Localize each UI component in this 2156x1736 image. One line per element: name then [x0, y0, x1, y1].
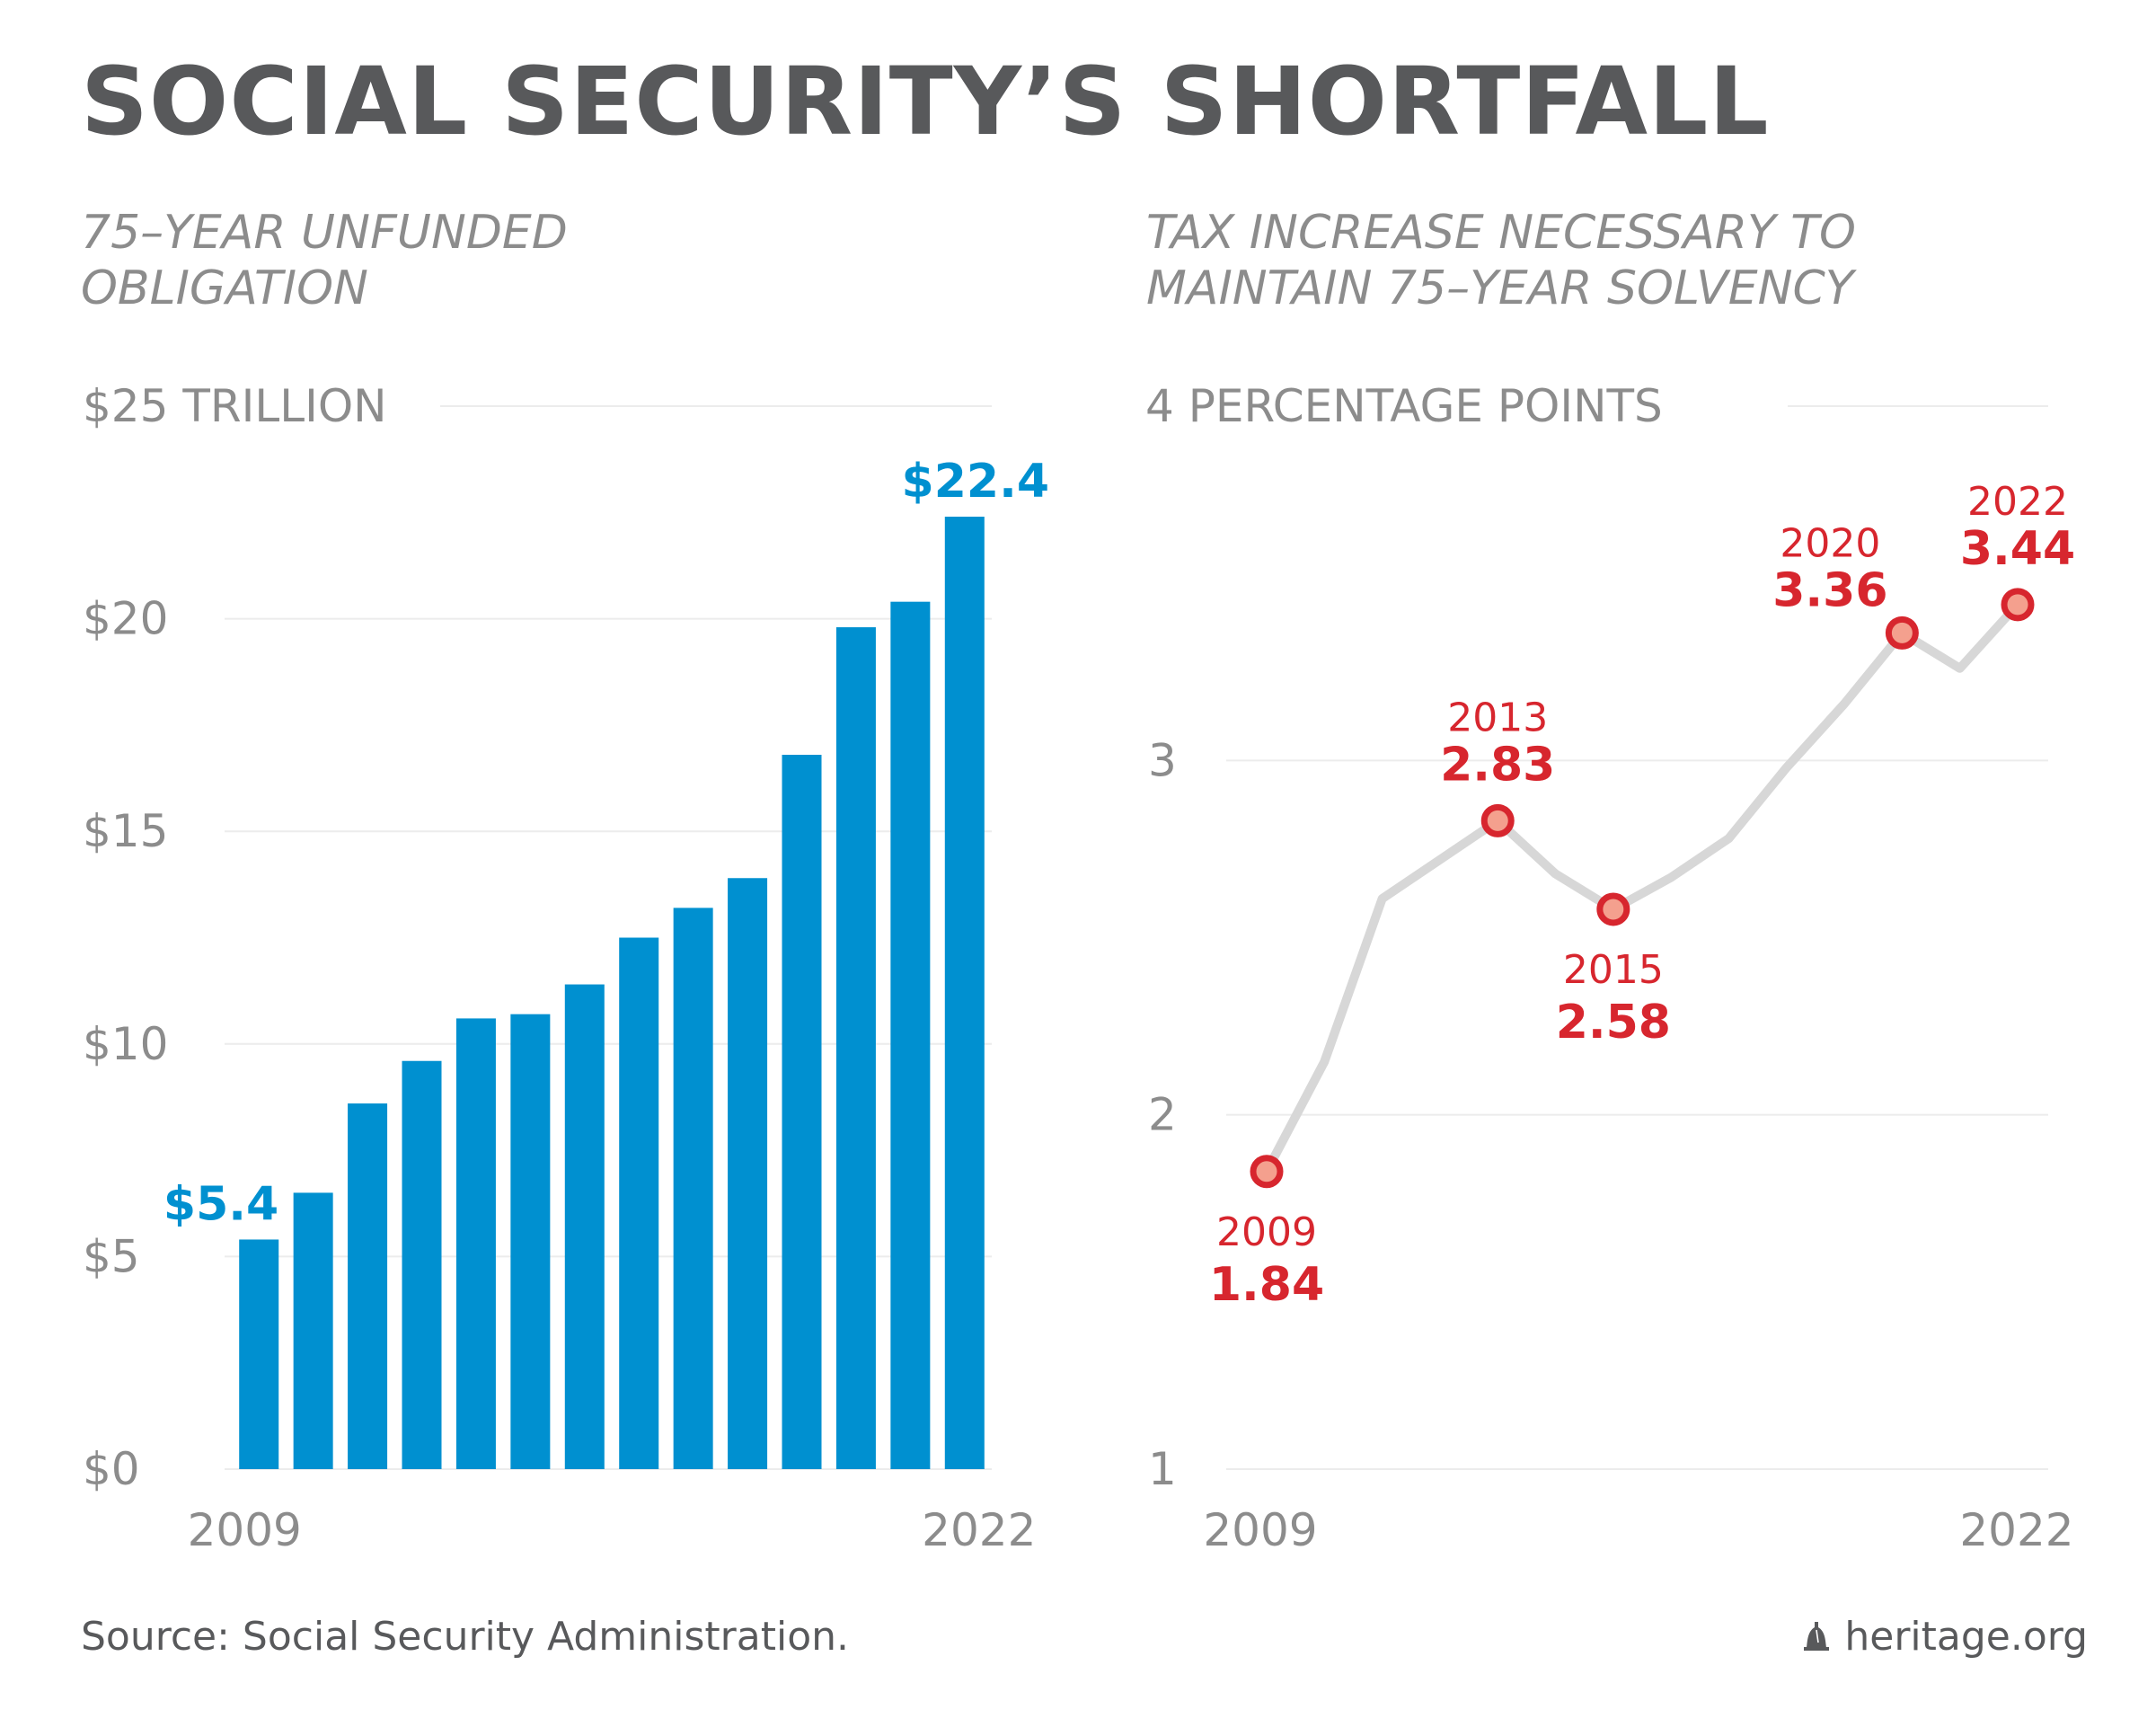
point-value-label: 3.36 [1772, 563, 1887, 617]
bar [728, 878, 768, 1469]
x-tick-label: 2009 [188, 1504, 302, 1556]
liberty-bell-icon [1804, 1621, 1830, 1651]
right-subtitle-line-2: MAINTAIN 75–YEAR SOLVENCY [1146, 261, 1854, 315]
y-tick-label: 4 PERCENTAGE POINTS [1145, 380, 1663, 432]
bar [782, 755, 822, 1469]
x-tick-label: 2009 [1203, 1504, 1317, 1556]
point-year-label: 2013 [1447, 695, 1548, 740]
chart-title: SOCIAL SECURITY’S SHORTFALL [81, 47, 1770, 156]
highlight-point [1480, 803, 1515, 837]
point-value-label: 2.83 [1440, 738, 1555, 792]
point-year-label: 2009 [1216, 1209, 1317, 1255]
bar [348, 1103, 388, 1469]
point-value-label: 2.58 [1556, 996, 1671, 1050]
left-subtitle-line-1: 75–YEAR UNFUNDED [81, 206, 568, 260]
y-tick-label: 2 [1148, 1089, 1177, 1141]
bar [619, 937, 659, 1469]
brand-label: heritage.org [1844, 1614, 2088, 1660]
point-value-label: 1.84 [1209, 1258, 1324, 1312]
heritage-link[interactable]: heritage.org [1801, 1614, 2088, 1660]
highlight-point [2001, 588, 2035, 622]
y-tick-label: 1 [1148, 1443, 1177, 1495]
data-label: $5.4 [163, 1177, 278, 1231]
y-tick-label: 3 [1148, 734, 1177, 786]
bar [293, 1192, 333, 1469]
x-tick-label: 2022 [1959, 1504, 2073, 1556]
bar [890, 601, 931, 1469]
y-tick-label: $5 [83, 1230, 140, 1282]
highlight-point [1250, 1155, 1284, 1189]
highlight-point [1596, 892, 1630, 926]
source-note: Source: Social Security Administration. [81, 1614, 849, 1660]
data-label: $22.4 [902, 455, 1049, 509]
right-chart-subtitle: TAX INCREASE NECESSARY TO MAINTAIN 75–YE… [1146, 205, 1856, 316]
point-year-label: 2022 [1967, 479, 2068, 525]
series-line [1262, 599, 2022, 1176]
left-chart-subtitle: 75–YEAR UNFUNDED OBLIGATION [81, 205, 568, 316]
y-tick-label: $15 [83, 805, 168, 857]
y-tick-label: $10 [83, 1018, 168, 1070]
highlight-point [1885, 616, 1919, 650]
left-subtitle-line-2: OBLIGATION [81, 261, 368, 315]
bar [835, 627, 876, 1469]
x-tick-label: 2022 [922, 1504, 1036, 1556]
y-tick-label: $20 [83, 593, 168, 645]
bar [239, 1239, 279, 1469]
y-tick-label: $25 TRILLION [83, 380, 387, 432]
bar [564, 984, 605, 1469]
bar [673, 908, 713, 1469]
right-subtitle-line-1: TAX INCREASE NECESSARY TO [1146, 206, 1856, 260]
point-year-label: 2020 [1780, 520, 1880, 566]
point-year-label: 2015 [1563, 947, 1664, 993]
bar [944, 517, 985, 1469]
bar [455, 1018, 496, 1469]
point-value-label: 3.44 [1960, 522, 2075, 576]
y-tick-label: $0 [83, 1443, 140, 1495]
bar [510, 1014, 551, 1469]
bar [402, 1060, 442, 1469]
